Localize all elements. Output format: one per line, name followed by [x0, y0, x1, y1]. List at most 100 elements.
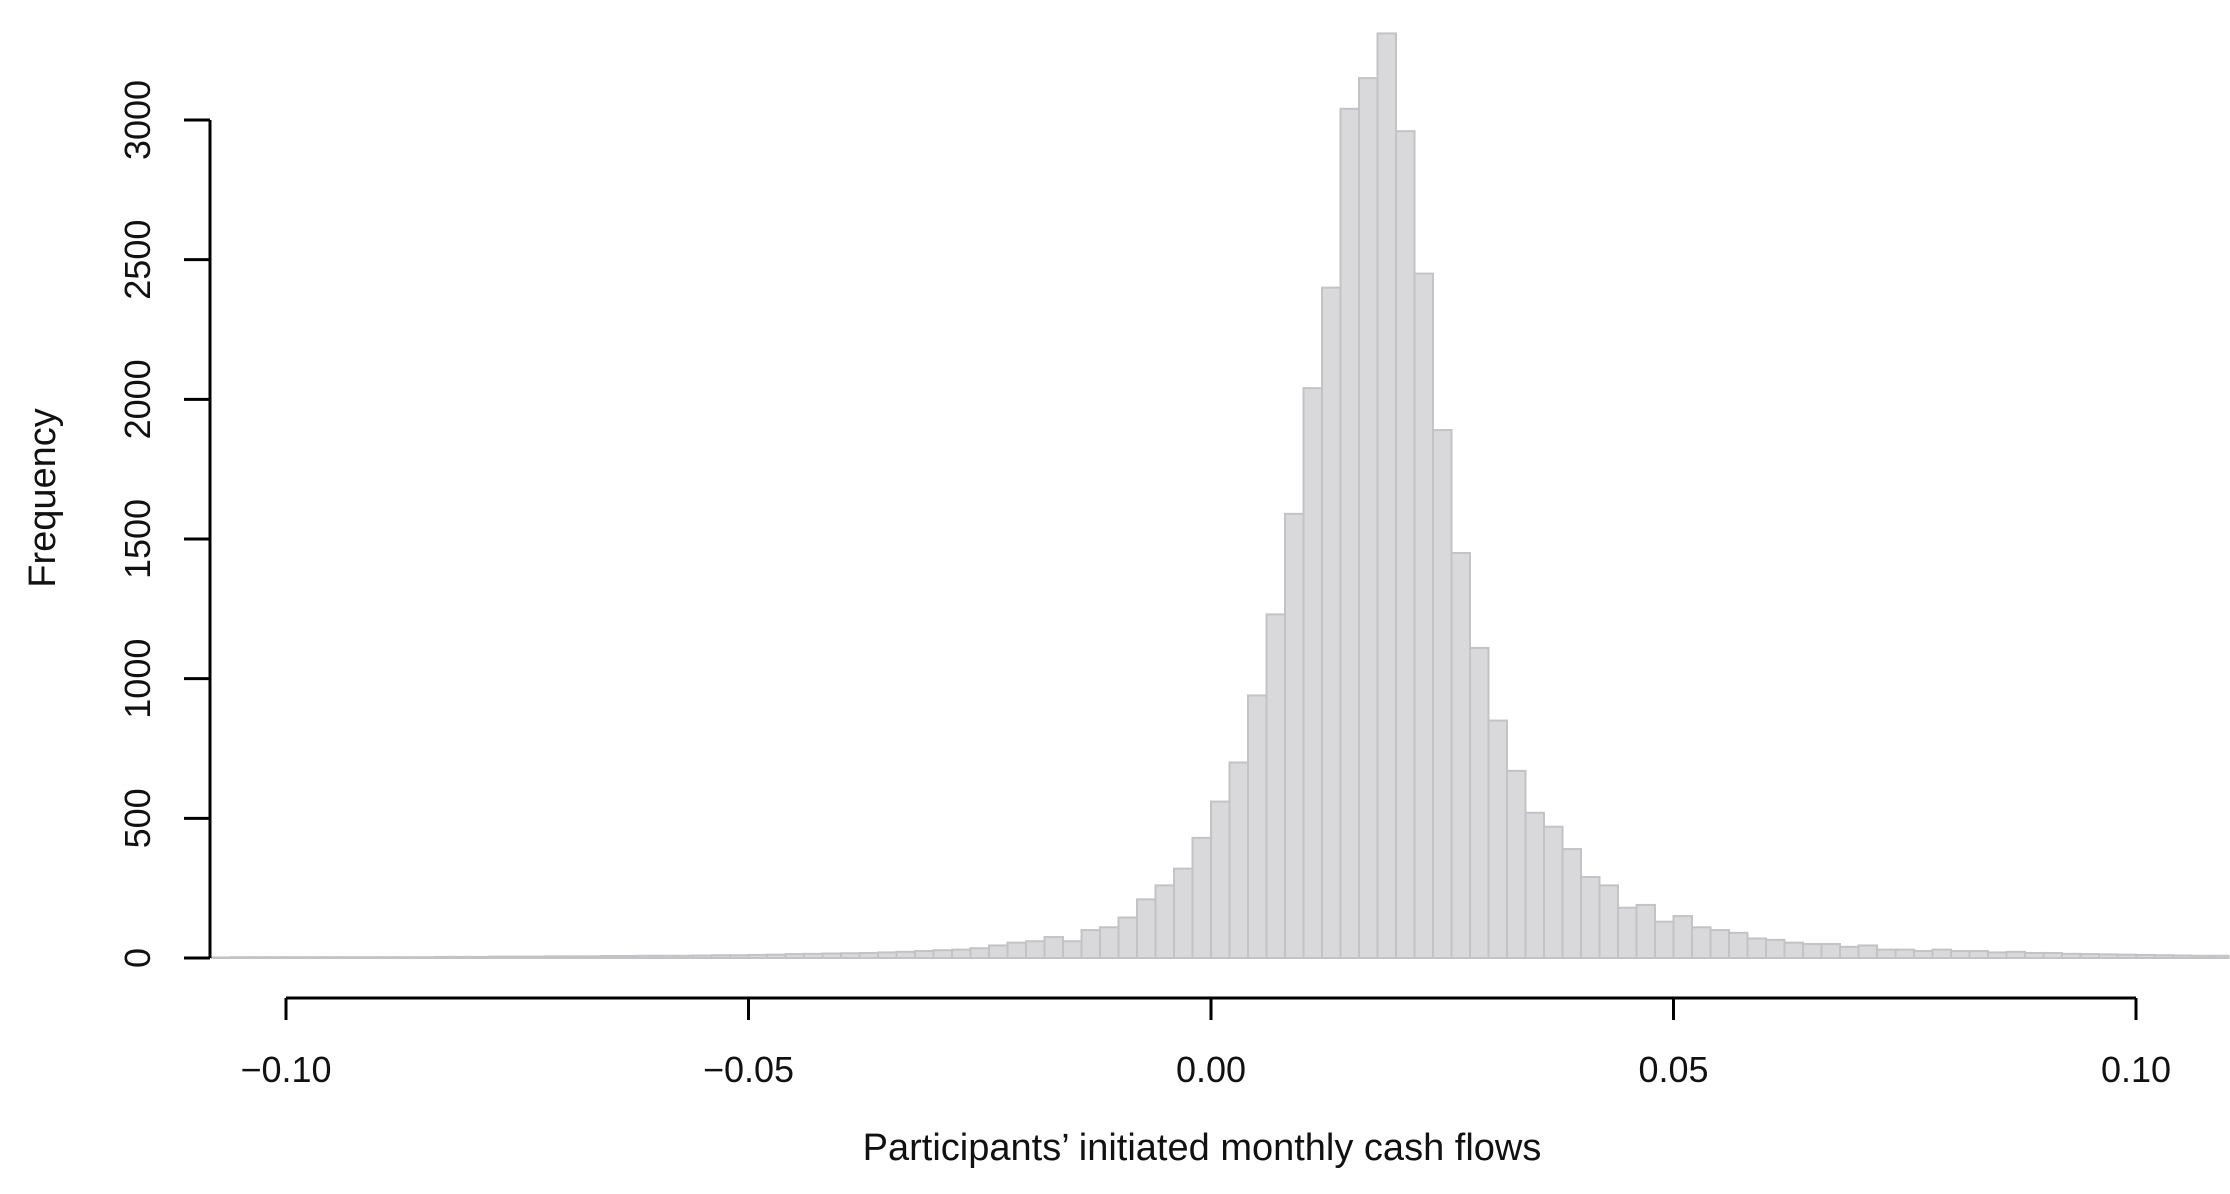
histogram-bar — [2116, 953, 2137, 960]
histogram-bar — [1709, 929, 1730, 960]
histogram-bar — [1191, 836, 1212, 960]
histogram-bar — [692, 954, 713, 959]
histogram-bar — [1617, 906, 1638, 959]
histogram-bar — [2190, 954, 2211, 960]
histogram-bar — [599, 955, 620, 959]
histogram-bar — [710, 954, 731, 960]
histogram-bar — [1894, 948, 1915, 959]
histogram-bar — [1839, 945, 1860, 960]
histogram-bar — [2209, 954, 2230, 960]
histogram-bar — [470, 955, 491, 960]
histogram-bar — [1136, 898, 1157, 960]
histogram-bar — [840, 952, 861, 959]
histogram-bar — [322, 956, 343, 959]
histogram-bar — [1080, 929, 1101, 960]
y-tick-label: 500 — [117, 788, 158, 848]
histogram-bar — [1746, 937, 1767, 960]
histogram-bar — [1062, 940, 1083, 959]
histogram-bar — [932, 949, 953, 959]
histogram-bar — [618, 955, 639, 959]
histogram-bar — [1302, 387, 1323, 960]
y-tick-label: 0 — [117, 948, 158, 968]
histogram-bar — [1413, 272, 1434, 959]
histogram-bar — [285, 956, 306, 959]
histogram-bar — [1117, 916, 1138, 959]
histogram-bar — [2135, 953, 2156, 959]
histogram-bar — [229, 956, 250, 959]
histogram-bar — [1654, 920, 1675, 960]
histogram-bar — [1173, 867, 1194, 959]
histogram-bar — [1524, 811, 1545, 959]
histogram-bar — [1857, 944, 1878, 959]
histogram-bar — [451, 955, 472, 960]
histogram-bar — [2098, 953, 2119, 959]
histogram-bar — [2079, 953, 2100, 960]
histogram-bar — [1598, 884, 1619, 959]
histogram-bar — [562, 955, 583, 960]
histogram-bar — [1931, 948, 1952, 959]
histogram-bar — [1450, 551, 1471, 959]
histogram-bar — [1432, 429, 1453, 959]
histogram-bar — [858, 951, 879, 959]
y-axis: 0 500 1000 1500 2000 2500 3000 — [117, 80, 212, 968]
y-tick-label: 1500 — [117, 499, 158, 579]
histogram-bar — [303, 956, 324, 959]
histogram-bar — [1543, 825, 1564, 960]
histogram-bar — [1247, 694, 1268, 959]
histogram-bar — [1950, 950, 1971, 960]
x-tick-label: −0.05 — [703, 1049, 794, 1090]
histogram-bar — [1968, 950, 1989, 960]
histogram-bar — [1376, 32, 1397, 960]
histogram-bar — [2024, 951, 2045, 959]
histogram-bar — [951, 948, 972, 959]
histogram-bar — [747, 953, 768, 959]
histogram-bar — [248, 956, 269, 959]
histogram-bar — [784, 953, 805, 960]
histogram-bars — [211, 32, 2230, 960]
histogram-bar — [340, 956, 361, 959]
x-tick-label: 0.00 — [1176, 1049, 1246, 1090]
histogram-bar — [581, 955, 602, 960]
y-tick-label: 1000 — [117, 639, 158, 719]
histogram-bar — [1876, 948, 1897, 959]
histogram-bar — [1284, 512, 1305, 959]
histogram-bar — [636, 954, 657, 960]
histogram-bar — [1580, 875, 1601, 959]
histogram-bar — [1561, 848, 1582, 959]
histogram-bar — [1025, 940, 1046, 959]
histogram-bar — [803, 952, 824, 959]
histogram-bar — [673, 954, 694, 960]
histogram-bar — [766, 953, 787, 960]
y-axis-title: Frequency — [22, 408, 64, 588]
histogram-bar — [1210, 800, 1231, 959]
histogram-bar — [1728, 931, 1749, 959]
histogram-bar — [1358, 77, 1379, 960]
y-tick-label: 3000 — [117, 80, 158, 160]
histogram-bar — [1154, 884, 1175, 959]
histogram-bar — [1487, 719, 1508, 959]
histogram-bar — [821, 952, 842, 960]
histogram-bar — [544, 955, 565, 960]
histogram-bar — [895, 950, 916, 959]
histogram-bar — [507, 955, 528, 959]
histogram-bar — [988, 944, 1009, 959]
histogram-bar — [2005, 950, 2026, 959]
x-tick-label: 0.05 — [1638, 1049, 1708, 1090]
histogram-bar — [1820, 943, 1841, 960]
histogram-bar — [1339, 107, 1360, 959]
histogram-bar — [2042, 951, 2063, 959]
histogram-bar — [2061, 952, 2082, 959]
x-tick-label: −0.10 — [240, 1049, 331, 1090]
histogram-bar — [1321, 286, 1342, 960]
histogram-bar — [525, 955, 546, 959]
histogram-bar — [1783, 941, 1804, 960]
histogram-bar — [1765, 938, 1786, 960]
histogram-bar — [2172, 954, 2193, 959]
histogram-bar — [1506, 769, 1527, 959]
histogram-bar — [211, 956, 232, 960]
histogram-bar — [1265, 613, 1286, 959]
histogram-bar — [1469, 646, 1490, 959]
histogram-bar — [359, 956, 380, 959]
histogram-bar — [1006, 941, 1027, 960]
